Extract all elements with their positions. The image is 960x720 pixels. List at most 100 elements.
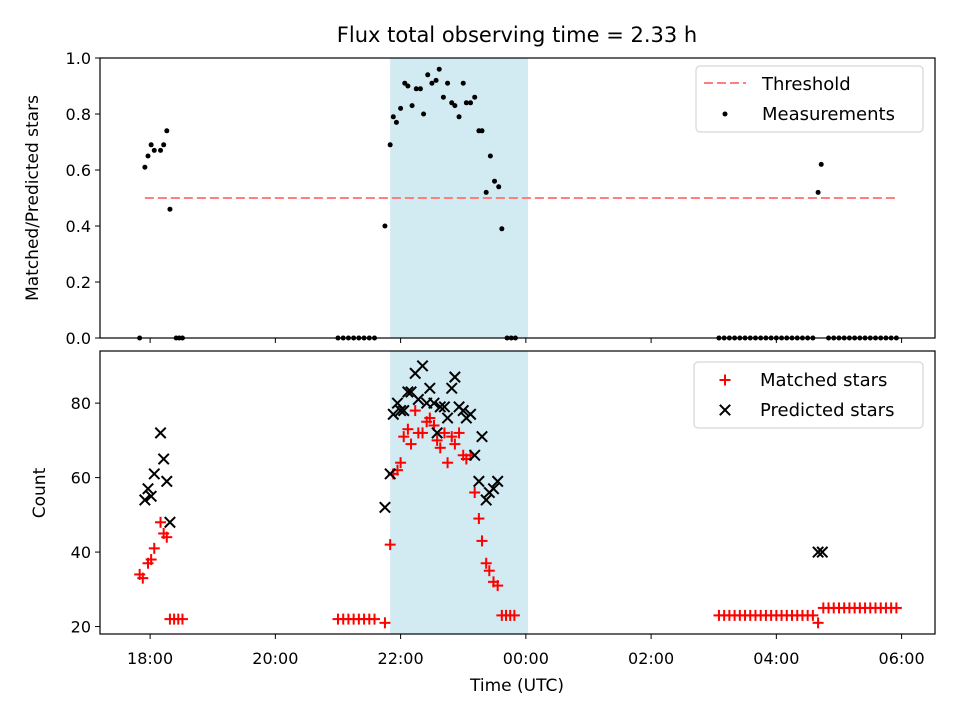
x-tick-label: 18:00 (127, 649, 173, 668)
predicted-point (487, 482, 500, 495)
predicted-point (138, 494, 151, 506)
bottom-series-predicted (138, 359, 829, 558)
predicted-point (491, 475, 504, 488)
predicted-point (464, 408, 477, 421)
predicted-point (423, 382, 436, 395)
matched-point (398, 431, 410, 443)
measurement-point (382, 223, 388, 229)
matched-point (431, 434, 443, 446)
bottom-panel: 20 40 60 80 18:00 20:00 22:00 00:00 02:00 04:00 0… (30, 350, 936, 696)
top-y-tick-label: 0.6 (66, 161, 91, 180)
matched-point (476, 535, 488, 547)
matched-point (369, 613, 381, 625)
legend-matched-label: Matched stars (760, 370, 887, 391)
legend-matched-swatch (719, 374, 731, 386)
measurement-point (167, 206, 173, 212)
legend-predicted-marker (719, 404, 731, 416)
measurement-point (413, 86, 419, 92)
predicted-point (142, 482, 154, 495)
bottom-legend: Matched stars Predicted stars (693, 361, 924, 429)
matched-point (161, 531, 173, 543)
predicted-point (480, 494, 493, 506)
predicted-point (160, 475, 173, 488)
matched-point (812, 617, 824, 629)
matched-point (402, 423, 414, 435)
predicted-point (394, 404, 407, 417)
top-y-tick-label: 1.0 (66, 49, 91, 68)
measurement-point (440, 94, 446, 100)
measurement-point (409, 103, 415, 109)
top-y-tick-label: 0.2 (66, 273, 91, 292)
top-legend-box (695, 65, 924, 133)
measurement-point (818, 161, 824, 167)
measurement-point (496, 184, 502, 190)
bottom-y-tick-label: 80 (71, 394, 91, 413)
measurement-point (460, 80, 466, 86)
measurement-point (815, 189, 821, 195)
bottom-shaded-span (390, 351, 528, 634)
measurement-point (492, 178, 498, 184)
matched-point (137, 572, 149, 584)
matched-point (438, 427, 450, 439)
matched-point (508, 609, 520, 621)
measurement-point (468, 100, 474, 106)
matched-point (148, 542, 160, 554)
x-tick-label: 02:00 (628, 649, 674, 668)
predicted-point (441, 412, 454, 424)
measurement-point (142, 164, 148, 170)
matched-point (469, 487, 481, 498)
measurement-point (417, 86, 423, 92)
matched-point (807, 609, 819, 621)
bottom-y-tick-label: 20 (71, 618, 91, 637)
measurement-point (456, 114, 462, 120)
top-y-tick-label: 0.0 (66, 329, 91, 348)
measurement-point (499, 226, 505, 232)
measurement-point (436, 66, 442, 72)
legend-measurements-label: Measurements (762, 104, 895, 125)
measurement-point (164, 128, 170, 134)
matched-point (409, 405, 421, 417)
matched-point (379, 617, 391, 629)
top-legend: Threshold Measurements (695, 65, 924, 133)
measurement-point (421, 111, 427, 117)
matched-point (492, 580, 504, 592)
bottom-axes-frame (99, 350, 936, 635)
top-y-tick-label: 0.8 (66, 105, 91, 124)
predicted-point (445, 382, 458, 395)
predicted-point (397, 404, 410, 417)
bottom-y-axis-label: Count (30, 467, 50, 518)
predicted-point (416, 359, 429, 372)
predicted-point (434, 400, 447, 413)
matched-point (424, 412, 436, 424)
legend-threshold-label: Threshold (761, 74, 851, 95)
measurement-point (390, 114, 396, 120)
predicted-point (164, 516, 176, 529)
predicted-point (157, 453, 170, 465)
predicted-point (468, 449, 481, 462)
top-panel: 0.0 0.2 0.4 0.6 0.8 1.0 Matched/Predicted sta… (23, 49, 936, 348)
measurement-point (158, 147, 164, 153)
matched-point (483, 565, 495, 577)
matched-point (176, 613, 188, 625)
predicted-point (472, 475, 485, 488)
measurement-point (472, 94, 478, 100)
measurement-point (479, 128, 485, 134)
measurement-point (487, 153, 493, 159)
bottom-x-axis-label: Time (UTC) (469, 676, 564, 696)
figure-title: Flux total observing time = 2.33 h (337, 23, 697, 47)
predicted-point (145, 490, 158, 503)
measurement-point (161, 142, 167, 148)
legend-predicted-swatch (719, 404, 731, 416)
predicted-point (812, 546, 825, 558)
matched-point (442, 457, 454, 469)
predicted-point (384, 467, 397, 480)
top-x-axis (149, 338, 903, 343)
measurement-point (433, 77, 439, 83)
predicted-point (448, 371, 461, 383)
measurement-point (483, 189, 489, 195)
matched-point (384, 539, 396, 551)
measurement-point (398, 105, 404, 111)
bottom-x-axis: 18:00 20:00 22:00 00:00 02:00 04:00 06:00 (127, 634, 925, 668)
predicted-point (148, 467, 161, 480)
top-y-axis-label: Matched/Predicted stars (23, 95, 43, 301)
